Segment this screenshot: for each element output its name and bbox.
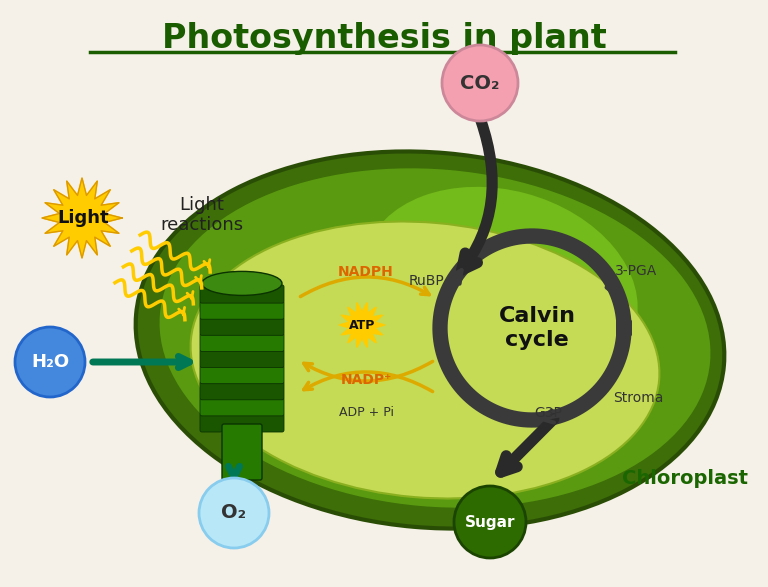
Text: Light
reactions: Light reactions [161,195,243,234]
FancyBboxPatch shape [200,301,284,319]
Text: 3-PGA: 3-PGA [615,264,657,278]
Text: NADP⁺: NADP⁺ [340,373,392,387]
FancyBboxPatch shape [200,333,284,352]
Text: NADPH: NADPH [338,265,394,279]
FancyBboxPatch shape [200,398,284,416]
Ellipse shape [362,187,637,393]
Polygon shape [339,302,385,348]
FancyBboxPatch shape [200,349,284,367]
Text: CO₂: CO₂ [460,73,500,93]
Circle shape [454,486,526,558]
Text: H₂O: H₂O [31,353,69,371]
Text: O₂: O₂ [221,504,247,522]
Ellipse shape [190,221,660,498]
Circle shape [442,45,518,121]
Text: Stroma: Stroma [613,391,664,405]
FancyBboxPatch shape [200,382,284,400]
FancyBboxPatch shape [200,317,284,335]
FancyBboxPatch shape [222,424,262,480]
Ellipse shape [158,167,712,509]
FancyBboxPatch shape [200,285,284,303]
Text: Photosynthesis in plant: Photosynthesis in plant [161,22,607,55]
Text: G3P: G3P [535,406,562,420]
Text: ATP: ATP [349,319,376,332]
Text: Light: Light [57,209,109,227]
Text: RuBP: RuBP [409,274,445,288]
Text: Chloroplast: Chloroplast [622,468,748,487]
Ellipse shape [202,271,282,295]
Polygon shape [42,178,122,258]
FancyBboxPatch shape [200,414,284,432]
Circle shape [199,478,269,548]
Text: ADP + Pi: ADP + Pi [339,407,393,420]
Circle shape [15,327,85,397]
FancyBboxPatch shape [200,366,284,384]
Text: Sugar: Sugar [465,514,515,529]
Ellipse shape [136,151,724,528]
Text: Calvin
cycle: Calvin cycle [498,306,575,350]
